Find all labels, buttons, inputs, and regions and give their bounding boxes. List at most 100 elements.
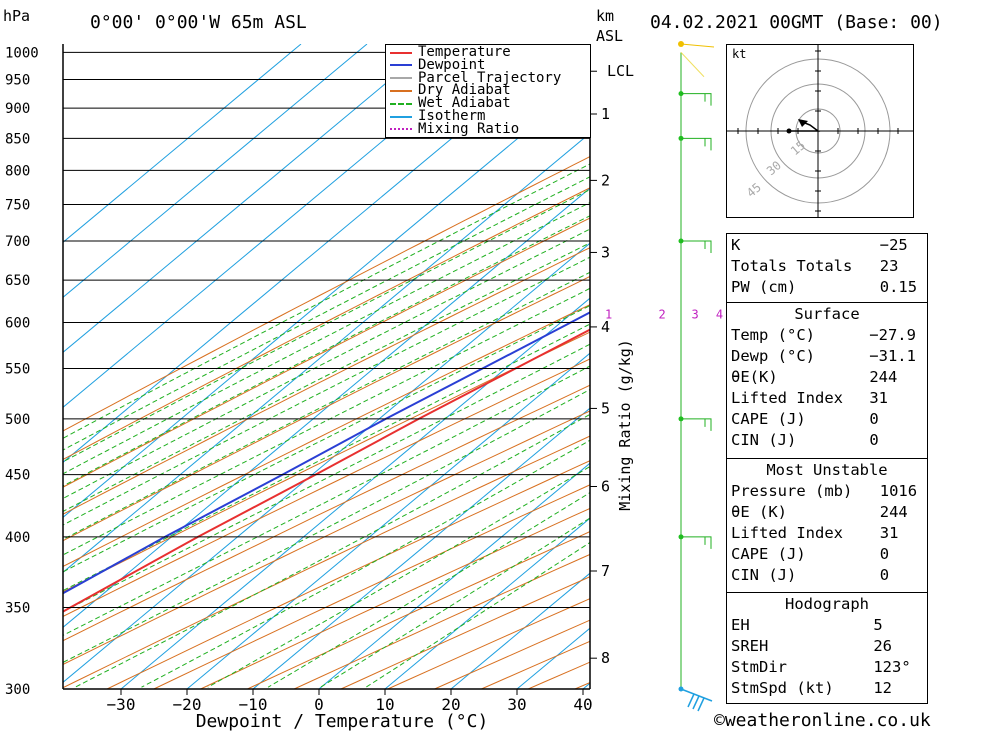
wet-adiabat-line [63,271,590,540]
pressure-label-500: 500 [5,412,30,428]
pressure-label-300: 300 [5,682,30,698]
km-tick-label: LCL [607,62,634,80]
hodograph-trace [789,122,821,132]
mu-pressure-label: Pressure (mb) [731,481,853,500]
surface-temp-value: −27.9 [869,325,916,344]
wet-adiabat-line [63,256,590,526]
pressure-label-450: 450 [5,468,30,484]
hodograph-ring-label-30: 30 [764,158,784,178]
pressure-label-850: 850 [5,131,30,147]
wind-barb-surface-2 [680,52,705,78]
mu-li-label: Lifted Index [731,523,843,542]
site-link[interactable]: weatheronline.co.uk [724,710,931,731]
legend-item: Mixing Ratio [390,122,519,136]
legend-label: Parcel Trajectory [418,69,562,86]
wind-barb [681,536,712,549]
pw-label: PW (cm) [731,277,797,296]
hodograph-surface-point [786,128,792,134]
legend-swatch [390,64,412,67]
pressure-label-900: 900 [5,101,30,117]
pressure-label-650: 650 [5,273,30,289]
wet-adiabat-line [63,242,590,512]
surface-thetae-value: 244 [869,367,898,386]
totals-value: 23 [879,256,899,275]
isotherm-line [63,44,302,243]
mu-pressure-value: 1016 [879,481,918,500]
legend-swatch [390,102,412,105]
dry-adiabat-line [63,358,590,618]
isotherm-line [63,242,590,683]
surface-li-label: Lifted Index [731,388,843,407]
wind-barb [681,418,712,431]
wind-barb [681,93,712,106]
wet-adiabat-line [63,215,590,487]
mixing-ratio-label: 2 [658,307,665,321]
copyright: ©weatheronline.co.uk [714,710,931,731]
isotherm-line [384,517,590,689]
wind-barb-top-tick [687,693,695,708]
pressure-label-700: 700 [5,234,30,250]
dry-adiabat-line [63,275,590,542]
isotherm-line [63,44,434,353]
surface-box: Surface Temp (°C) −27.9 Dewp (°C) −31.1 θE… [726,302,928,459]
km-tick-label: 7 [601,562,610,580]
surface-title: Surface [794,304,860,323]
legend-label: Temperature [418,44,511,60]
mu-thetae-value: 244 [879,502,908,521]
hodograph-indices-box: Hodograph EH 5 SREH 26 StmDir 123° StmSpd (… [726,592,928,704]
legend-swatch [390,128,412,131]
surface-dewp-label: Dewp (°C) [731,346,815,365]
legend-label: Dewpoint [418,56,486,73]
stmspd-label: StmSpd (kt) [731,678,834,697]
pressure-label-750: 750 [5,198,30,214]
legend-item: Dry Adiabat [390,82,511,99]
km-tick-label: 2 [601,171,610,189]
km-tick-label: 3 [601,243,610,261]
isotherm-line [63,44,368,298]
dry-adiabat-line [63,435,590,689]
x-tick-label: −10 [239,695,268,714]
dry-adiabat-line [63,384,590,642]
legend-item: Isotherm [390,108,486,124]
wet-adiabat-line [63,202,590,475]
forecast-datetime: 04.02.2021 00GMT (Base: 00) [650,12,943,33]
hodograph-storm-marker [798,119,808,127]
legend-swatch [390,115,412,118]
mixing-ratio-label: 1 [605,307,612,321]
pressure-label-950: 950 [5,73,30,89]
legend-label: Isotherm [418,108,486,124]
x-tick-label: 30 [507,695,526,714]
legend-item: Wet Adiabat [390,95,511,112]
surface-cin-label: CIN (J) [731,430,797,449]
mixing-ratio-label: 3 [692,307,699,321]
mixing-ratio-label: 4 [716,307,723,321]
km-tick-label: 6 [601,477,610,495]
km-tick-label: 8 [601,649,610,667]
legend-item: Parcel Trajectory [390,69,562,86]
hodograph-panel: kt 15 30 45 [726,44,914,218]
mu-cape-value: 0 [879,544,890,563]
x-tick-label: −20 [173,695,202,714]
indices-top: K −25 Totals Totals 23 PW (cm) 0.15 [726,233,928,303]
legend-label: Dry Adiabat [418,82,511,99]
pressure-label-600: 600 [5,315,30,331]
mu-thetae-label: θE (K) [731,502,787,521]
eh-value: 5 [873,615,883,634]
wind-barb [681,240,712,253]
hodograph-box-title: Hodograph [785,594,869,613]
isotherm-line [63,187,590,628]
sreh-label: SREH [731,636,769,655]
pressure-label-400: 400 [5,530,30,546]
mu-cin-value: 0 [879,565,890,584]
wet-adiabat-line [74,413,590,688]
pw-value: 0.15 [879,277,918,296]
dry-adiabat-line [63,217,590,488]
copyright-symbol: © [714,710,725,731]
x-tick-label: 20 [441,695,460,714]
wet-adiabat-line [63,163,590,439]
sreh-value: 26 [873,636,892,655]
pressure-label-1000: 1000 [5,45,39,61]
dry-adiabat-line [63,410,590,666]
legend-label: Wet Adiabat [418,95,511,112]
km-tick-label: 5 [601,399,610,417]
